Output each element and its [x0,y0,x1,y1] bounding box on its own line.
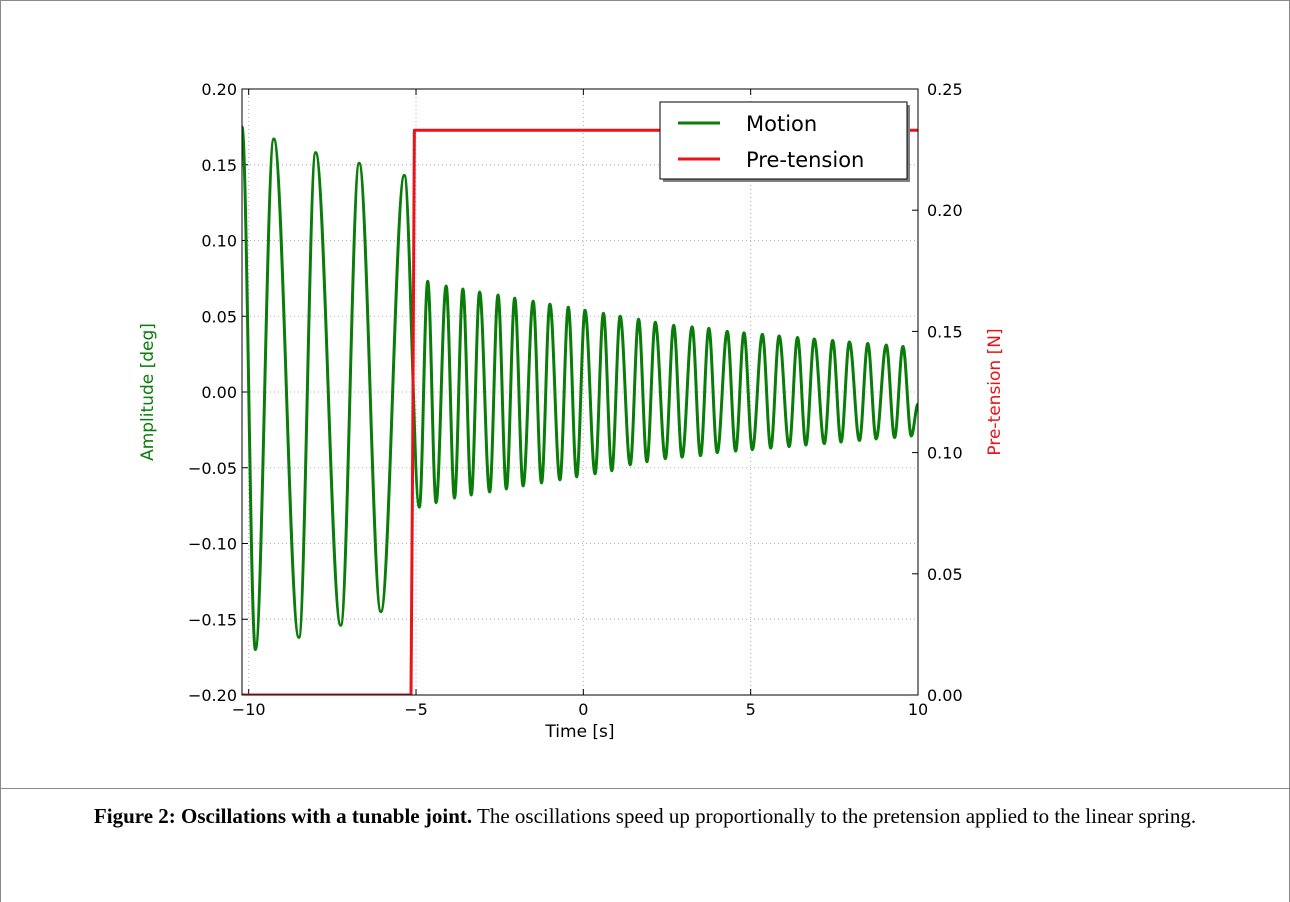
caption-title: Figure 2: Oscillations with a tunable jo… [93,804,473,828]
series [242,125,918,695]
chart: −0.20 −0.15 −0.10 −0.05 0.00 0.05 0.10 0.15 0.20… [138,80,1005,742]
y-tick-label: −0.10 [188,535,237,554]
y2-tick-label: 0.20 [927,201,963,220]
legend-box [659,101,908,180]
x-axis-label: Time [s] [544,722,614,742]
y2-tick-label: 0.05 [927,565,963,584]
y-tick-label: 0.20 [201,80,237,99]
series-line-pre-tension [242,128,918,695]
x-tick-label: −5 [404,700,428,719]
y2-axis-label: Pre-tension [N] [985,328,1005,455]
y2-tick-label: 0.25 [927,80,963,99]
y-tick-label: −0.20 [188,686,237,705]
x-tick-label: 0 [578,700,588,719]
y-tick-label: 0.15 [201,156,237,175]
legend-label-motion: Motion [746,112,817,136]
y-tick-label: −0.05 [188,459,237,478]
legend-label-pretension: Pre-tension [746,148,864,172]
y-tick-label: 0.00 [201,383,237,402]
figure-caption: Figure 2: Oscillations with a tunable jo… [0,796,1290,902]
y2-tick-label: 0.15 [927,322,963,341]
y-tick-label: 0.05 [201,307,237,326]
x-tick-label: 10 [908,700,928,719]
legend: Motion Pre-tension [659,101,910,182]
y-axis-right: 0.00 0.05 0.10 0.15 0.20 0.25 [912,80,963,705]
y-axis-left: −0.20 −0.15 −0.10 −0.05 0.00 0.05 0.10 0.15 0.20 [188,80,248,705]
x-axis: −10 −5 0 5 10 [232,89,928,719]
x-tick-label: 5 [746,700,756,719]
plot-frame [241,88,919,696]
y-tick-label: −0.15 [188,610,237,629]
caption-text: The oscillations speed up proportionally… [472,804,1197,828]
y2-tick-label: 0.00 [927,686,963,705]
x-tick-label: −10 [232,700,266,719]
y-axis-label: Amplitude [deg] [138,323,158,461]
y-tick-label: 0.10 [201,232,237,251]
caption-divider [0,788,1290,789]
y2-tick-label: 0.10 [927,444,963,463]
series-line-motion [242,125,918,652]
